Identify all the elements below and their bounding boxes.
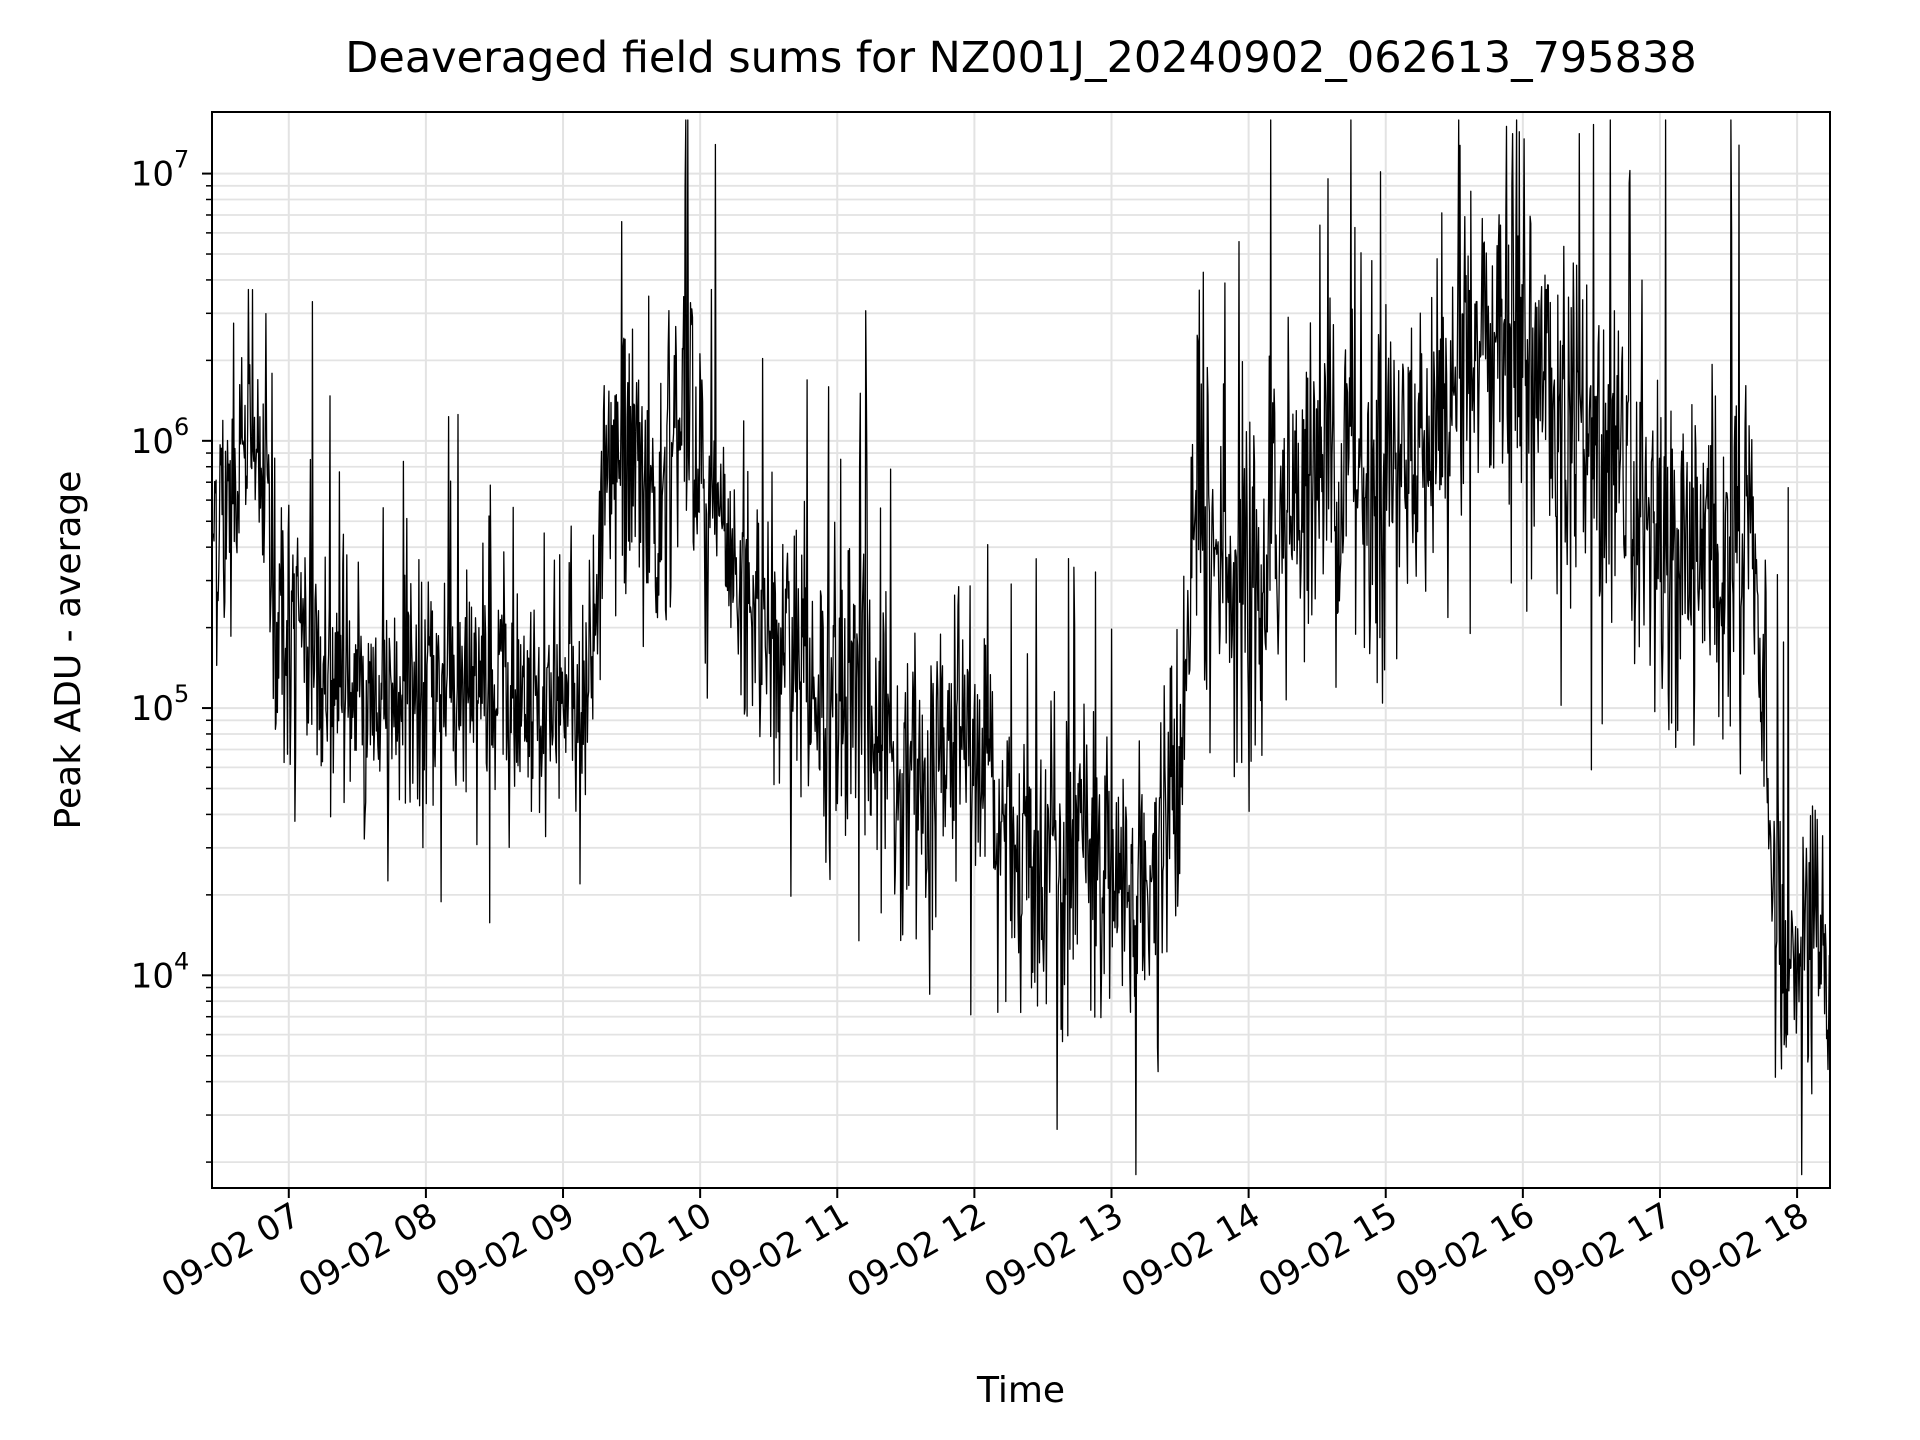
- series-line: [212, 119, 1831, 1176]
- y-tick-exponent: 5: [174, 680, 189, 708]
- plot-frame: [211, 111, 1831, 1189]
- y-tick-label: 10: [131, 689, 174, 729]
- series-line-group: [212, 119, 1831, 1176]
- y-tick-exponent: 6: [174, 413, 189, 441]
- y-axis-title: Peak ADU - average: [48, 471, 89, 830]
- y-tick-label: 10: [131, 422, 174, 462]
- x-axis-title: Time: [976, 1370, 1065, 1411]
- y-tick-label: 10: [131, 155, 174, 195]
- y-tick-exponent: 4: [174, 947, 189, 975]
- y-tick-label: 10: [131, 956, 174, 996]
- y-tick-exponent: 7: [174, 146, 189, 174]
- chart-title: Deaveraged field sums for NZ001J_2024090…: [345, 33, 1696, 83]
